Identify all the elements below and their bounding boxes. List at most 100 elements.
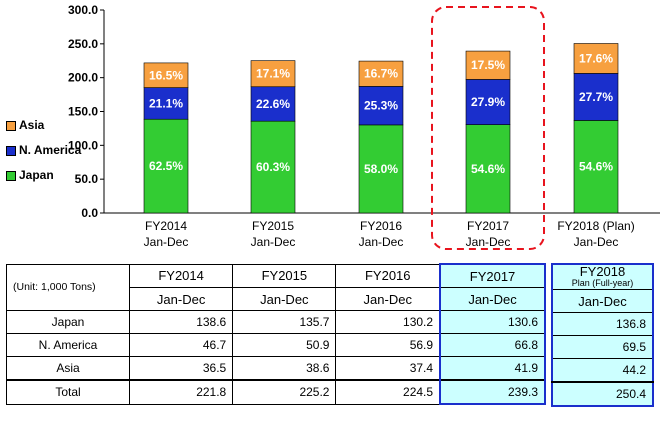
- unit-label: (Unit: 1,000 Tons): [6, 263, 130, 311]
- plan-total-row: 250.4: [551, 381, 654, 407]
- y-tick-label: 200.0: [68, 71, 98, 85]
- bar-segment: [250, 60, 296, 88]
- header-period: Jan-Dec: [335, 287, 441, 311]
- table-cell: 37.4: [335, 356, 441, 381]
- bar-segment: [358, 60, 404, 87]
- table-row: 69.5: [551, 335, 654, 359]
- bar-segment: [250, 120, 296, 214]
- data-label: 62.5%: [149, 159, 183, 173]
- x-tick-label: FY2014: [145, 219, 187, 233]
- stacked-bar-chart: 0.0 50.0 100.0 150.0 200.0 250.0 300.0 62.5% 21.…: [68, 3, 660, 250]
- legend-item-asia: Asia: [6, 118, 96, 132]
- x-tick-sublabel: Jan-Dec: [466, 235, 511, 249]
- plan-table: FY2018 Plan (Full-year) Jan-Dec 136.8 69…: [551, 263, 654, 407]
- data-label: 27.9%: [471, 95, 505, 109]
- data-label: 25.3%: [364, 99, 398, 113]
- y-tick-label: 100.0: [68, 138, 98, 152]
- row-label: Japan: [6, 310, 130, 334]
- data-label: 27.7%: [579, 90, 613, 104]
- legend-item-japan: Japan: [6, 168, 96, 182]
- plan-header-row: FY2018 Plan (Full-year): [551, 263, 654, 290]
- plan-year: FY2018: [579, 264, 626, 279]
- total-cell: 225.2: [232, 379, 337, 405]
- x-tick-label: FY2016: [360, 219, 402, 233]
- bar-segment: [143, 118, 189, 214]
- y-tick-label: 0.0: [81, 206, 98, 220]
- y-tick-label: 150.0: [68, 105, 98, 119]
- table-cell-highlight: 130.6: [439, 310, 546, 334]
- x-tick-sublabel: Jan-Dec: [359, 235, 404, 249]
- legend-label-japan: Japan: [19, 168, 54, 182]
- header-period: Jan-Dec: [128, 287, 234, 311]
- x-tick-sublabel: Jan-Dec: [144, 235, 189, 249]
- row-label: N. America: [6, 333, 130, 357]
- data-label: 58.0%: [364, 162, 398, 176]
- row-label: Asia: [6, 356, 130, 381]
- plan-sub: Plan (Full-year): [571, 278, 634, 288]
- header-year: FY2016: [335, 263, 441, 288]
- legend-swatch-japan: [6, 170, 16, 181]
- table-header-row: (Unit: 1,000 Tons) FY2014 FY2015 FY2016 …: [6, 263, 546, 311]
- table-cell: 46.7: [128, 333, 234, 357]
- table-cell-highlight: 41.9: [439, 356, 546, 381]
- highlight-box: [431, 6, 545, 250]
- bar-segment: [465, 124, 511, 214]
- table-cell: 56.9: [335, 333, 441, 357]
- y-tick-label: 50.0: [75, 172, 99, 186]
- data-label: 17.5%: [471, 58, 505, 72]
- table-row: Asia 36.5 38.6 37.4 41.9: [6, 356, 546, 381]
- total-label: Total: [6, 379, 130, 405]
- plan-period: Jan-Dec: [551, 289, 654, 313]
- bar-segment: [573, 43, 619, 74]
- table-row: 44.2: [551, 358, 654, 383]
- legend-item-north-america: N. America: [6, 143, 96, 157]
- x-tick-label: FY2015: [252, 219, 294, 233]
- bar-segment: [143, 62, 189, 88]
- y-tick-label: 300.0: [68, 3, 98, 17]
- bar-segment: [358, 86, 404, 126]
- table-row: N. America 46.7 50.9 56.9 66.8: [6, 333, 546, 357]
- bar-segment: [358, 124, 404, 214]
- data-label: 22.6%: [256, 97, 290, 111]
- legend-label-north-america: N. America: [19, 143, 82, 157]
- legend-swatch-asia: [6, 120, 16, 131]
- x-tick-sublabel: Jan-Dec: [251, 235, 296, 249]
- data-label: 16.7%: [364, 67, 398, 81]
- data-label: 54.6%: [579, 160, 613, 174]
- table-row: 136.8: [551, 312, 654, 336]
- table-cell: 138.6: [128, 310, 234, 334]
- legend-swatch-north-america: [6, 145, 16, 156]
- header-year: FY2014: [128, 263, 234, 288]
- table-cell: 36.5: [128, 356, 234, 381]
- total-cell: 221.8: [128, 379, 234, 405]
- data-label: 17.6%: [579, 51, 613, 65]
- plan-total-cell: 250.4: [551, 381, 654, 407]
- header-year-highlight: FY2017: [439, 263, 546, 288]
- header-period: Jan-Dec: [232, 287, 337, 311]
- data-label: 17.1%: [256, 67, 290, 81]
- table-total-row: Total 221.8 225.2 224.5 239.3: [6, 379, 546, 405]
- data-label: 16.5%: [149, 68, 183, 82]
- table-cell: 38.6: [232, 356, 337, 381]
- bar-segment: [465, 50, 511, 80]
- table-cell: 130.2: [335, 310, 441, 334]
- total-cell: 224.5: [335, 379, 441, 405]
- data-label: 54.6%: [471, 162, 505, 176]
- table-cell-highlight: 66.8: [439, 333, 546, 357]
- plan-header: FY2018 Plan (Full-year): [551, 263, 654, 290]
- data-label: 60.3%: [256, 160, 290, 174]
- total-cell-highlight: 239.3: [439, 379, 546, 405]
- table-period-row: Jan-Dec Jan-Dec Jan-Dec Jan-Dec: [7, 287, 546, 311]
- plan-cell: 69.5: [551, 335, 654, 359]
- plan-cell: 136.8: [551, 312, 654, 336]
- data-label: 21.1%: [149, 96, 183, 110]
- x-tick-label: FY2018 (Plan): [557, 219, 634, 233]
- legend-label-asia: Asia: [19, 118, 45, 132]
- y-tick-label: 250.0: [68, 37, 98, 51]
- legend: Asia N. America Japan: [6, 118, 96, 182]
- table-cell: 135.7: [232, 310, 337, 334]
- x-tick-sublabel: Jan-Dec: [574, 235, 619, 249]
- header-year: FY2015: [232, 263, 337, 288]
- volume-table: (Unit: 1,000 Tons) FY2014 FY2015 FY2016 …: [6, 263, 546, 405]
- table-row: Japan 138.6 135.7 130.2 130.6: [6, 310, 546, 334]
